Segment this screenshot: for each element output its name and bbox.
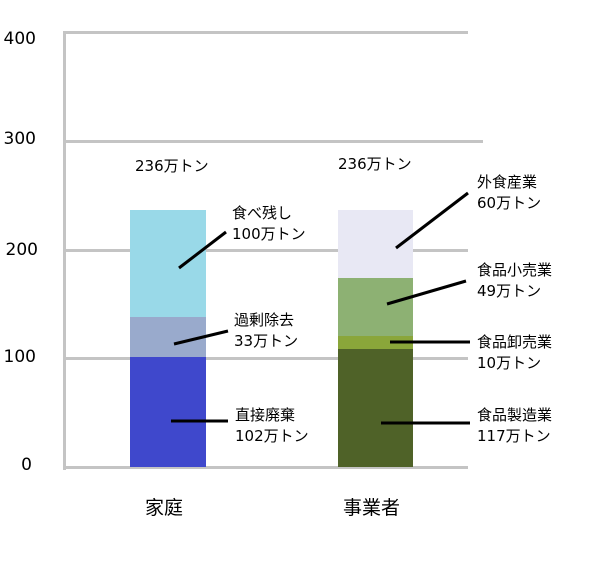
label-value: 60万トン [477, 194, 542, 212]
label-value: 117万トン [477, 427, 551, 445]
label-food-manufacturing: 食品製造業 117万トン [477, 405, 552, 447]
label-value: 49万トン [477, 282, 542, 300]
gridline-0 [63, 466, 468, 469]
y-axis [63, 32, 66, 470]
gridline-200 [63, 249, 468, 252]
label-leftovers: 食べ残し 100万トン [232, 203, 306, 245]
label-name: 過剰除去 [234, 311, 295, 329]
segment-direct-disposal [130, 357, 206, 467]
label-value: 100万トン [232, 225, 306, 243]
bar-business [338, 210, 413, 467]
label-value: 33万トン [234, 332, 299, 350]
label-name: 食品製造業 [477, 406, 553, 424]
category-label-household: 家庭 [145, 497, 184, 519]
total-label-household: 236万トン [135, 157, 209, 175]
segment-leftovers [130, 210, 206, 317]
y-tick-400: 400 [3, 29, 36, 49]
y-tick-100: 100 [3, 347, 36, 367]
label-excess-removal: 過剰除去 33万トン [234, 310, 298, 352]
y-tick-0: 0 [21, 455, 32, 475]
label-direct-disposal: 直接廃棄 102万トン [235, 405, 309, 447]
label-name: 食品卸売業 [477, 333, 553, 351]
segment-food-retail [338, 278, 413, 336]
gridline-100 [63, 357, 468, 360]
label-name: 食品小売業 [477, 261, 553, 279]
total-label-business: 236万トン [338, 155, 412, 173]
gridline-400 [63, 31, 468, 34]
y-tick-300: 300 [3, 129, 36, 149]
label-food-service: 外食産業 60万トン [477, 172, 541, 214]
label-food-wholesale: 食品卸売業 10万トン [477, 332, 552, 374]
label-value: 102万トン [235, 427, 309, 445]
bar-household [130, 210, 206, 467]
label-name: 食べ残し [232, 204, 293, 222]
segment-food-manufacturing [338, 349, 413, 467]
segment-excess-removal [130, 317, 206, 357]
label-name: 直接廃棄 [235, 406, 296, 424]
category-label-business: 事業者 [343, 497, 401, 519]
y-tick-200: 200 [5, 240, 38, 260]
label-value: 10万トン [477, 354, 542, 372]
gridline-300 [63, 140, 483, 143]
label-food-retail: 食品小売業 49万トン [477, 260, 552, 302]
label-name: 外食産業 [477, 173, 538, 191]
segment-food-wholesale [338, 336, 413, 349]
